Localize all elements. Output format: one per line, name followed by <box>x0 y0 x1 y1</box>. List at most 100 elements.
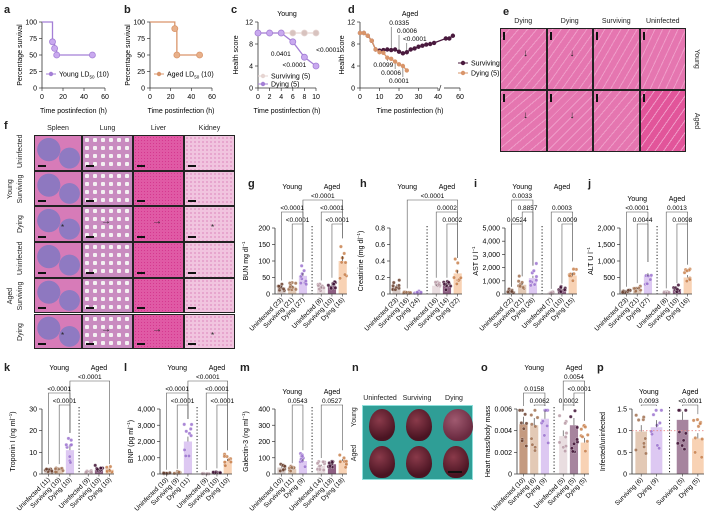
chart-title: Young <box>277 11 297 18</box>
data-point <box>676 408 681 413</box>
group-label-young: Young <box>282 389 302 396</box>
bar <box>338 461 347 474</box>
row-title-young: Young <box>693 49 700 69</box>
data-point <box>338 276 342 281</box>
bar <box>568 275 577 294</box>
data-point <box>412 46 417 51</box>
y-tick-label: 0.004 <box>494 428 512 435</box>
scale-bar <box>38 236 46 239</box>
data-point <box>361 30 367 36</box>
scale-bar <box>137 343 145 346</box>
scale-bar <box>86 307 94 310</box>
scale-bar <box>549 32 552 40</box>
bar <box>580 442 589 474</box>
y-tick-label: 1.0 <box>617 428 627 435</box>
data-point <box>572 271 576 276</box>
data-point <box>648 277 653 282</box>
y-axis-label-text: BUN mg dl <box>243 246 250 280</box>
scale-bar <box>86 343 94 346</box>
legend-label-sub: 50 <box>194 75 200 80</box>
panel-label-o: o <box>481 362 488 374</box>
scale-bar <box>38 164 46 167</box>
scale-bar <box>596 94 598 102</box>
legend-label-name: Dying (5) <box>271 82 299 89</box>
data-point <box>450 33 456 38</box>
data-point <box>189 422 194 427</box>
series-line <box>258 32 317 67</box>
data-point <box>563 435 568 439</box>
data-point <box>373 47 378 52</box>
row-title-young: Young <box>351 407 358 427</box>
group-label-aged: Aged <box>566 365 582 372</box>
y-tick-label: 8 <box>249 42 253 49</box>
y-tick-label: 0 <box>381 292 385 299</box>
p-value: <0.0001 <box>625 205 649 212</box>
panel-label-p: p <box>597 362 604 374</box>
y-axis-label: Galectin-3 (ng ml−1) <box>241 411 250 472</box>
data-point <box>365 33 370 38</box>
histology-image-kidney <box>184 277 235 314</box>
y-axis-label-end: ) <box>358 231 365 233</box>
y-tick-label: 0 <box>266 472 270 479</box>
y-axis-label-end: ) <box>10 411 17 413</box>
data-point <box>392 47 398 52</box>
data-point <box>562 287 567 292</box>
scale-bar <box>503 32 505 40</box>
legend-label-name: Aged LD <box>167 72 194 79</box>
data-point <box>534 278 539 283</box>
histology-image-heart: ↓ <box>500 28 547 90</box>
data-point <box>642 441 646 446</box>
histology-image-lung <box>82 135 133 171</box>
data-point <box>393 287 398 292</box>
arrow-icon: ↓ <box>523 48 528 59</box>
data-point <box>636 418 641 422</box>
data-point <box>543 408 548 413</box>
column-title-uninfected: Uninfected <box>363 395 397 402</box>
data-point <box>385 55 390 60</box>
p-value: <0.0001 <box>78 374 102 381</box>
data-point <box>534 274 539 279</box>
y-tick-label: 2,000 <box>482 265 500 272</box>
group-label-young: Young <box>524 365 544 372</box>
y-tick-label: 100 <box>25 20 37 27</box>
histology-image-liver: → <box>133 206 184 243</box>
data-point <box>524 444 529 448</box>
data-point <box>419 290 423 295</box>
p-value: 0.0158 <box>524 386 544 393</box>
histology-image-liver <box>133 170 184 207</box>
significance-bracket <box>682 404 699 415</box>
data-point <box>695 417 700 422</box>
histology-image-spleen <box>34 277 82 314</box>
data-point <box>443 36 448 41</box>
data-point <box>293 281 298 286</box>
data-point <box>455 269 459 273</box>
data-point <box>642 445 646 449</box>
data-point <box>529 436 534 441</box>
data-point <box>184 429 189 434</box>
data-point <box>281 287 286 291</box>
group-label-young: Young <box>397 184 417 191</box>
scale-bar <box>642 94 645 102</box>
x-tick-label: 10 <box>376 94 384 101</box>
y-tick-label: 1.5 <box>617 407 627 414</box>
data-point <box>533 445 538 450</box>
data-point <box>585 439 590 444</box>
data-point <box>649 429 654 434</box>
p-value: 0.0543 <box>288 398 308 405</box>
panel-label-g: g <box>248 178 255 190</box>
significance-bracket <box>291 223 304 280</box>
heart <box>369 409 395 441</box>
data-point <box>568 414 573 419</box>
data-point <box>392 59 398 64</box>
significance-bracket <box>291 404 304 464</box>
y-axis-label-text: Infected/uninfected <box>600 412 607 471</box>
group-label-young: Young <box>282 184 302 191</box>
p-value-annotation: <0.0001 <box>283 62 307 69</box>
column-title-dying: Dying <box>514 18 533 25</box>
bar <box>650 427 663 474</box>
y-tick-label: 2,000 <box>137 439 155 446</box>
y-tick-label: 0 <box>249 86 253 93</box>
heart <box>406 446 432 478</box>
p-value: 0.0062 <box>530 398 550 405</box>
